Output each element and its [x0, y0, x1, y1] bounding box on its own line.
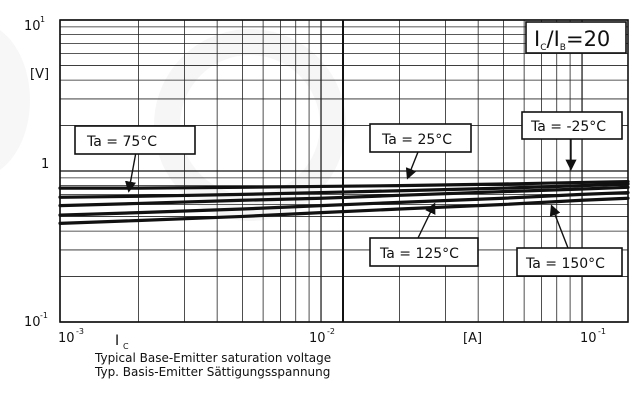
caption-line-1: Typical Base-Emitter saturation voltage: [95, 351, 332, 365]
x-tick-left-exp: -3: [76, 327, 84, 336]
y-axis-labels: 10 1 [V] 1 10 -1: [24, 15, 49, 330]
annotation-minus25c-box: [521, 111, 623, 140]
annotation-75c-box: [74, 125, 196, 155]
x-axis-labels: 10 -3 I C 10 -2 [A] 10 -1: [58, 327, 606, 351]
y-tick-bottom-base: 10: [24, 315, 41, 330]
x-tick-mid-exp: -2: [327, 327, 335, 336]
annotation-125c: Ta = 125°C: [369, 202, 479, 267]
series-line-2: [58, 185, 630, 208]
caption-line-2: Typ. Basis-Emitter Sättigungsspannung: [95, 365, 331, 379]
condition-main-1: I: [534, 27, 540, 51]
y-tick-bottom-exp: -1: [40, 311, 48, 320]
annotation-125c-box: [369, 237, 479, 267]
annotation-125c-arrow: [417, 202, 436, 239]
annotation-75c-arrow: [125, 151, 137, 193]
annotation-minus25c-label: Ta = -25°C: [530, 119, 606, 135]
x-tick-left-base: 10: [58, 331, 75, 346]
condition-box: IC/IB=20: [525, 21, 627, 54]
series-line-3: [58, 190, 630, 217]
watermark: [0, 29, 346, 221]
annotation-75c-label: Ta = 75°C: [86, 134, 157, 150]
series-line-0: [58, 180, 630, 190]
x-unit-label: [A]: [463, 331, 482, 346]
condition-frame: [525, 21, 627, 54]
annotation-150c-arrow: [549, 204, 569, 249]
condition-tail: =20: [566, 27, 610, 51]
y-tick-top-base: 10: [24, 19, 41, 34]
annotation-150c: Ta = 150°C: [516, 204, 623, 277]
condition-sub-2: B: [560, 43, 566, 53]
x-quantity-subscript: C: [123, 342, 129, 351]
x-quantity-label: I: [115, 333, 119, 349]
annotation-75c: Ta = 75°C: [74, 125, 196, 193]
series-line-4: [58, 196, 630, 225]
condition-sub-1: C: [540, 43, 546, 53]
condition-text: IC/IB=20: [534, 27, 610, 53]
condition-main-2: /I: [547, 27, 560, 51]
annotation-150c-box: [516, 247, 623, 277]
x-tick-mid-base: 10: [309, 331, 326, 346]
x-tick-right-exp: -1: [598, 327, 606, 336]
annotation-25c-arrow: [405, 151, 419, 180]
annotation-125c-label: Ta = 125°C: [379, 246, 459, 262]
y-tick-top-exp: 1: [40, 15, 45, 24]
y-tick-mid: 1: [41, 157, 49, 172]
annotation-25c-label: Ta = 25°C: [381, 132, 452, 148]
caption-block: Typical Base-Emitter saturation voltage …: [95, 351, 455, 379]
x-tick-right-base: 10: [580, 331, 597, 346]
annotation-group: Ta = 75°C Ta = 25°C Ta = -25°C Ta = 125°…: [74, 111, 623, 277]
annotation-25c-box: [369, 123, 472, 153]
annotation-150c-label: Ta = 150°C: [525, 256, 605, 272]
annotation-25c: Ta = 25°C: [369, 123, 472, 180]
annotation-minus25c: Ta = -25°C: [521, 111, 623, 171]
y-axis-unit-label: [V]: [30, 67, 49, 82]
series-group: [58, 180, 630, 225]
series-line-1: [58, 182, 630, 199]
